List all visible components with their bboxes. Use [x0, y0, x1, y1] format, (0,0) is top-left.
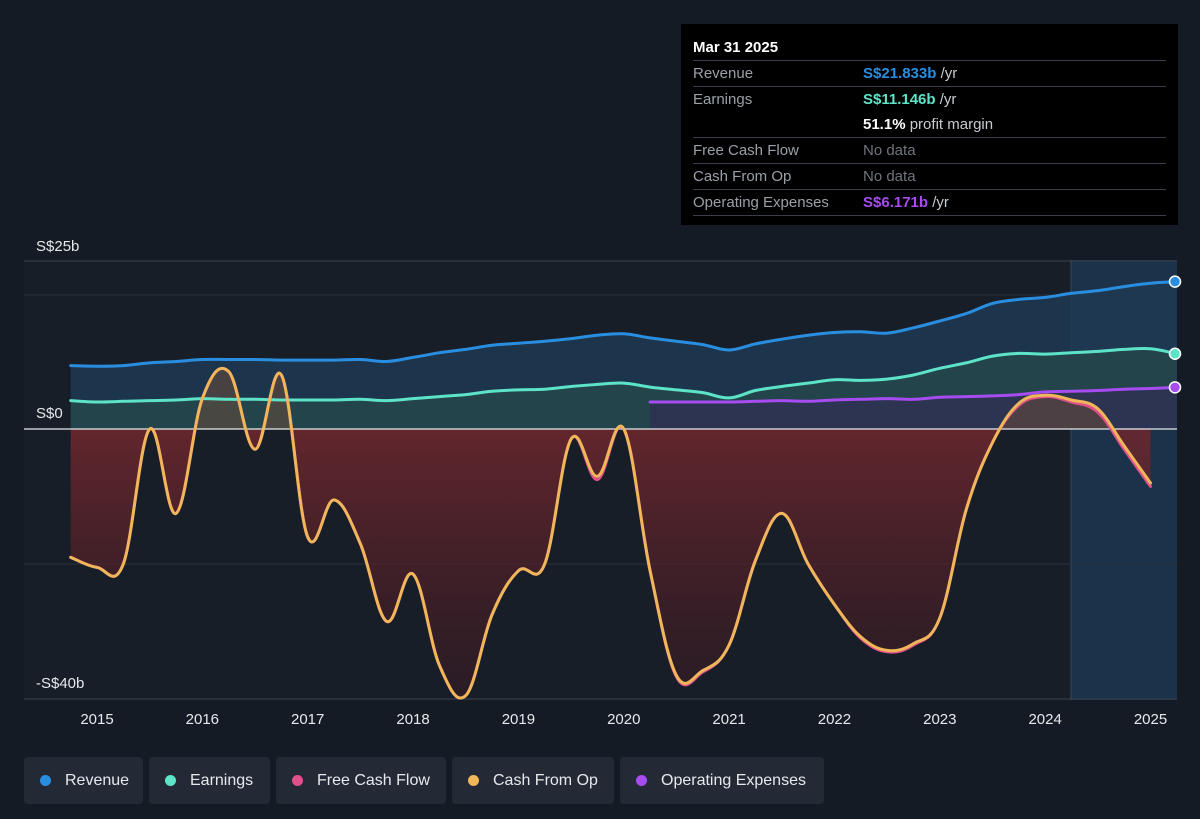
x-axis-label: 2024: [1028, 711, 1061, 728]
legend-item-operating-expenses[interactable]: Operating Expenses: [620, 757, 824, 804]
legend-dot-revenue: [40, 775, 51, 786]
tooltip-row-margin: 51.1% profit margin: [693, 112, 1166, 137]
earnings-endpoint: [1168, 347, 1182, 361]
series-endpoints: [1168, 275, 1182, 394]
tooltip-row-opex: Operating Expenses S$6.171b /yr: [693, 189, 1166, 216]
cash-flow-negative-area: [70, 429, 1151, 698]
operating-expenses-line: [648, 385, 1179, 404]
tooltip-cfo-label: Cash From Op: [693, 168, 792, 185]
cash-from-op-line: [69, 366, 1152, 700]
operating-expenses-endpoint: [1168, 381, 1182, 394]
tooltip-earnings-unit: /yr: [939, 91, 957, 108]
legend-label-free-cash-flow: Free Cash Flow: [317, 771, 430, 789]
x-axis-label: 2025: [1134, 711, 1167, 728]
revenue-endpoint: [1168, 275, 1182, 288]
x-axis-label: 2015: [80, 711, 113, 728]
legend-dot-free-cash-flow: [292, 775, 303, 786]
x-axis-label: 2023: [923, 711, 956, 728]
tooltip-date: Mar 31 2025: [693, 39, 779, 56]
x-axis-label: 2022: [818, 711, 851, 728]
x-axis-label: 2017: [291, 711, 324, 728]
legend-label-operating-expenses: Operating Expenses: [661, 771, 806, 789]
tooltip-revenue-value: S$21.833b: [863, 65, 937, 82]
tooltip-opex-value: S$6.171b: [863, 194, 929, 211]
tooltip-opex-label: Operating Expenses: [693, 194, 829, 211]
y-axis-label: S$0: [36, 405, 63, 422]
legend-label-revenue: Revenue: [65, 771, 130, 789]
tooltip-revenue-unit: /yr: [940, 65, 958, 82]
x-axis-label: 2019: [502, 711, 535, 728]
tooltip-cfo-value: No data: [863, 168, 916, 185]
legend-dot-cash-from-op: [468, 775, 479, 786]
x-axis-label: 2020: [607, 711, 640, 728]
tooltip-row-fcf: Free Cash Flow No data: [693, 137, 1166, 163]
legend-item-revenue[interactable]: Revenue: [24, 757, 143, 804]
tooltip-panel: Mar 31 2025 Revenue S$21.833b /yr Earnin…: [681, 24, 1178, 225]
revenue-line: [69, 280, 1179, 368]
legend-label-earnings: Earnings: [190, 771, 254, 789]
y-axis-label: S$25b: [36, 238, 79, 255]
y-axis-labels: S$25b S$0 -S$40b: [36, 238, 84, 692]
legend-dot-earnings: [165, 775, 176, 786]
legend-item-free-cash-flow[interactable]: Free Cash Flow: [276, 757, 446, 804]
tooltip-fcf-value: No data: [863, 142, 916, 159]
x-axis-label: 2016: [186, 711, 219, 728]
x-axis-label: 2021: [712, 711, 745, 728]
tooltip-margin-value: 51.1%: [863, 116, 906, 133]
legend-item-cash-from-op[interactable]: Cash From Op: [452, 757, 614, 804]
tooltip-revenue-label: Revenue: [693, 65, 754, 82]
tooltip-earnings-label: Earnings: [693, 91, 753, 108]
legend-dot-operating-expenses: [636, 775, 647, 786]
tooltip-row-revenue: Revenue S$21.833b /yr: [693, 60, 1166, 86]
series-lines: [69, 280, 1179, 700]
tooltip-row-earnings: Earnings S$11.146b /yr: [693, 86, 1166, 112]
legend-label-cash-from-op: Cash From Op: [493, 771, 598, 789]
earnings-line: [69, 346, 1179, 404]
y-axis-label: -S$40b: [36, 675, 84, 692]
x-axis-label: 2018: [396, 711, 429, 728]
legend-item-earnings[interactable]: Earnings: [149, 757, 270, 804]
tooltip-margin-label: profit margin: [909, 116, 994, 133]
tooltip-earnings-value: S$11.146b: [863, 91, 936, 108]
tooltip-fcf-label: Free Cash Flow: [693, 142, 799, 159]
x-axis-labels: 2015 2016 2017 2018 2019 2020 2021 2022 2023 2024…: [80, 711, 1167, 728]
tooltip-opex-unit: /yr: [932, 194, 949, 211]
tooltip-row-cfo: Cash From Op No data: [693, 163, 1166, 189]
